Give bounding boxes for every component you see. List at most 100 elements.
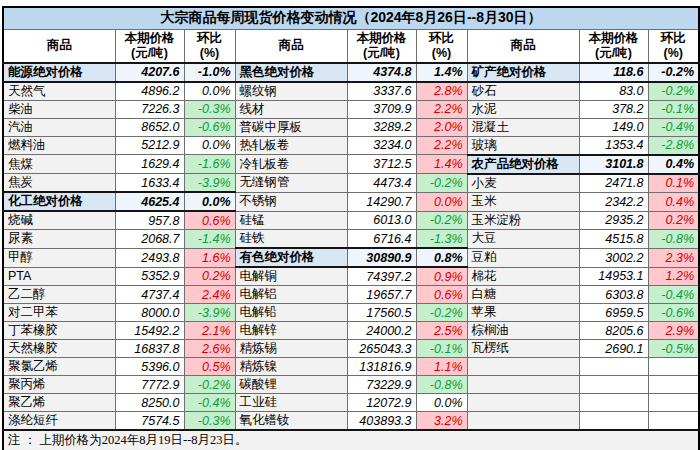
pct-change-cell: -0.6% [648,304,699,322]
price-cell: 7772.9 [115,376,184,394]
price-cell: 2471.8 [579,174,648,193]
commodity-name-cell: 农产品绝对价格 [467,155,579,174]
commodity-name-cell: 天然橡胶 [3,340,115,358]
pct-change-cell: 2.5% [416,322,467,340]
commodity-name-cell: 对二甲苯 [3,304,115,322]
pct-change-cell: -0.2% [648,82,699,101]
pct-change-cell: 2.0% [416,118,467,136]
commodity-name-cell: 有色绝对价格 [235,248,347,267]
commodity-name-cell [467,394,579,412]
price-cell: 14290.7 [347,192,416,211]
commodity-name-cell: 氧化镨钕 [235,412,347,431]
commodity-name-cell: 焦煤 [3,155,115,174]
table-row: 丁苯橡胶15492.22.1%电解锌24000.22.5%棕榈油8205.62.… [3,322,699,340]
pct-change-cell: 2.3% [648,248,699,267]
price-cell: 2935.2 [579,211,648,230]
price-cell: 8205.6 [579,322,648,340]
pct-change-cell: -0.3% [184,100,235,118]
pct-change-cell: 0.0% [184,192,235,211]
col-header-pct-line1: 环比 [418,31,466,46]
pct-change-cell: 0.8% [416,248,467,267]
table-row: 乙二醇4737.42.4%电解铝19657.70.6%白糖6303.8-0.4% [3,286,699,304]
pct-change-cell: 3.2% [416,412,467,431]
commodity-name-cell: 混凝土 [467,118,579,136]
commodity-name-cell: 甲醇 [3,248,115,267]
price-cell: 2068.7 [115,230,184,249]
pct-change-cell: 1.6% [184,248,235,267]
pct-change-cell: -0.4% [648,286,699,304]
price-cell: 2342.2 [579,192,648,211]
price-cell: 957.8 [115,211,184,230]
commodity-name-cell: 瓦楞纸 [467,340,579,358]
price-cell: 4896.2 [115,82,184,101]
col-header-pct: 环比(%) [184,29,235,63]
pct-change-cell: 2.4% [184,286,235,304]
price-cell: 7574.5 [115,412,184,431]
price-cell: 3709.9 [347,100,416,118]
price-cell: 4515.8 [579,230,648,249]
commodity-name-cell: 电解铅 [235,304,347,322]
price-cell: 83.0 [579,82,648,101]
price-cell: 5396.0 [115,358,184,376]
price-cell: 118.6 [579,63,648,82]
price-cell [579,358,648,376]
commodity-name-cell: 尿素 [3,230,115,249]
price-cell [579,376,648,394]
table-row: 对二甲苯8000.0-3.9%电解铅17560.5-0.2%苹果6959.5-0… [3,304,699,322]
price-cell: 3712.5 [347,155,416,174]
col-header-pct-line2: (%) [418,46,466,61]
commodity-name-cell: 碳酸锂 [235,376,347,394]
commodity-name-cell: 棉花 [467,267,579,286]
pct-change-cell: -3.9% [184,174,235,193]
commodity-name-cell: 硅铁 [235,230,347,249]
pct-change-cell [648,394,699,412]
pct-change-cell: -0.5% [648,340,699,358]
commodity-name-cell: 玉米淀粉 [467,211,579,230]
commodity-name-cell: 汽油 [3,118,115,136]
commodity-name-cell: PTA [3,267,115,286]
price-cell: 131816.9 [347,358,416,376]
pct-change-cell: 0.0% [416,192,467,211]
col-header-pct: 环比(%) [416,29,467,63]
pct-change-cell: 2.6% [184,340,235,358]
pct-change-cell: 0.0% [184,136,235,155]
price-cell: 2493.8 [115,248,184,267]
price-cell: 7226.3 [115,100,184,118]
pct-change-cell: 2.2% [416,100,467,118]
col-header-commodity: 商品 [467,29,579,63]
price-cell: 4473.4 [347,174,416,193]
commodity-name-cell: 硅锰 [235,211,347,230]
table-row: 化工绝对价格4625.40.0%不锈钢14290.70.0%玉米2342.20.… [3,192,699,211]
pct-change-cell: 0.5% [184,358,235,376]
commodity-name-cell: 矿产绝对价格 [467,63,579,82]
commodity-name-cell: 砂石 [467,82,579,101]
col-header-pct-line1: 环比 [650,31,698,46]
pct-change-cell: 1.2% [648,267,699,286]
price-cell: 17560.5 [347,304,416,322]
pct-change-cell: -0.1% [416,340,467,358]
table-row: 烧碱957.80.6%硅锰6013.0-0.2%玉米淀粉2935.20.2% [3,211,699,230]
table-row: 燃料油5212.90.0%热轧板卷3234.02.2%玻璃1353.4-2.8% [3,136,699,155]
commodity-name-cell: 水泥 [467,100,579,118]
table-row: 甲醇2493.81.6%有色绝对价格30890.90.8%豆粕3002.22.3… [3,248,699,267]
commodity-name-cell: 焦炭 [3,174,115,193]
pct-change-cell: 0.2% [648,211,699,230]
commodity-name-cell: 电解锌 [235,322,347,340]
table-row: 涤纶短纤7574.5-0.3%氧化镨钕403893.33.2% [3,412,699,431]
pct-change-cell: 2.2% [416,136,467,155]
table-row: 聚丙烯7772.9-0.2%碳酸锂73229.9-0.8% [3,376,699,394]
commodity-name-cell: 丁苯橡胶 [3,322,115,340]
commodity-name-cell: 能源绝对价格 [3,63,115,82]
commodity-name-cell: 不锈钢 [235,192,347,211]
col-header-pct-line2: (%) [650,46,698,61]
table-row: PTA5352.90.2%电解铜74397.20.9%棉花14953.11.2% [3,267,699,286]
commodity-name-cell: 豆粕 [467,248,579,267]
commodity-name-cell: 燃料油 [3,136,115,155]
price-cell: 6959.5 [579,304,648,322]
price-cell: 12072.9 [347,394,416,412]
commodity-price-table: 大宗商品每周现货价格变动情况（2024年8月26日--8月30日） 商品 本期价… [2,6,700,450]
table-row: 聚氯乙烯5396.00.5%精炼镍131816.91.1% [3,358,699,376]
commodity-name-cell: 普碳中厚板 [235,118,347,136]
price-cell: 3337.6 [347,82,416,101]
price-cell: 403893.3 [347,412,416,431]
